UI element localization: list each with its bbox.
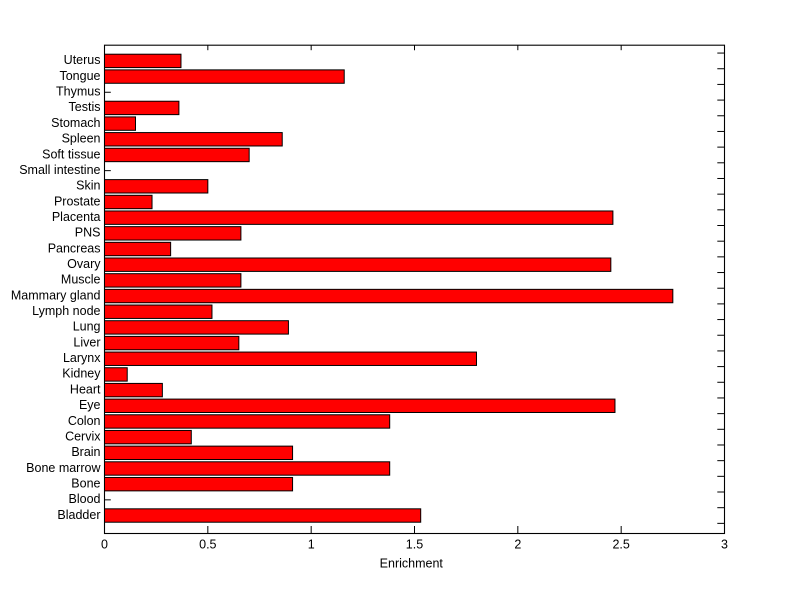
svg-text:Kidney: Kidney [62, 367, 101, 381]
svg-text:Testis: Testis [69, 100, 101, 114]
svg-text:Stomach: Stomach [51, 116, 100, 130]
svg-text:Lymph node: Lymph node [32, 304, 100, 318]
svg-text:Soft tissue: Soft tissue [42, 147, 100, 161]
svg-text:0: 0 [101, 538, 108, 552]
svg-text:Uterus: Uterus [64, 53, 101, 67]
svg-text:0.5: 0.5 [199, 538, 216, 552]
svg-text:Eye: Eye [79, 398, 101, 412]
svg-text:Heart: Heart [70, 382, 101, 396]
svg-text:Mammary gland: Mammary gland [11, 288, 101, 302]
svg-text:Small intestine: Small intestine [19, 163, 100, 177]
svg-text:Bone marrow: Bone marrow [26, 461, 101, 475]
svg-text:1.5: 1.5 [406, 538, 423, 552]
svg-text:Prostate: Prostate [54, 194, 101, 208]
svg-text:Cervix: Cervix [65, 429, 101, 443]
svg-text:Skin: Skin [76, 179, 100, 193]
svg-text:Lung: Lung [73, 320, 101, 334]
svg-text:Muscle: Muscle [61, 273, 101, 287]
svg-text:Pancreas: Pancreas [48, 241, 101, 255]
svg-text:Enrichment: Enrichment [380, 557, 444, 571]
svg-text:2: 2 [514, 538, 521, 552]
svg-text:Brain: Brain [71, 445, 100, 459]
svg-text:Liver: Liver [73, 335, 100, 349]
svg-text:Larynx: Larynx [63, 351, 101, 365]
svg-text:Colon: Colon [68, 414, 101, 428]
svg-text:Bladder: Bladder [57, 508, 100, 522]
svg-text:3: 3 [721, 538, 728, 552]
svg-text:1: 1 [308, 538, 315, 552]
svg-text:Bone: Bone [71, 476, 100, 490]
svg-text:Thymus: Thymus [56, 85, 100, 99]
svg-text:2.5: 2.5 [612, 538, 629, 552]
svg-text:Tongue: Tongue [59, 69, 100, 83]
svg-text:Spleen: Spleen [62, 132, 101, 146]
svg-text:Placenta: Placenta [52, 210, 101, 224]
svg-text:PNS: PNS [75, 226, 101, 240]
svg-text:Ovary: Ovary [67, 257, 101, 271]
svg-text:Blood: Blood [69, 492, 101, 506]
